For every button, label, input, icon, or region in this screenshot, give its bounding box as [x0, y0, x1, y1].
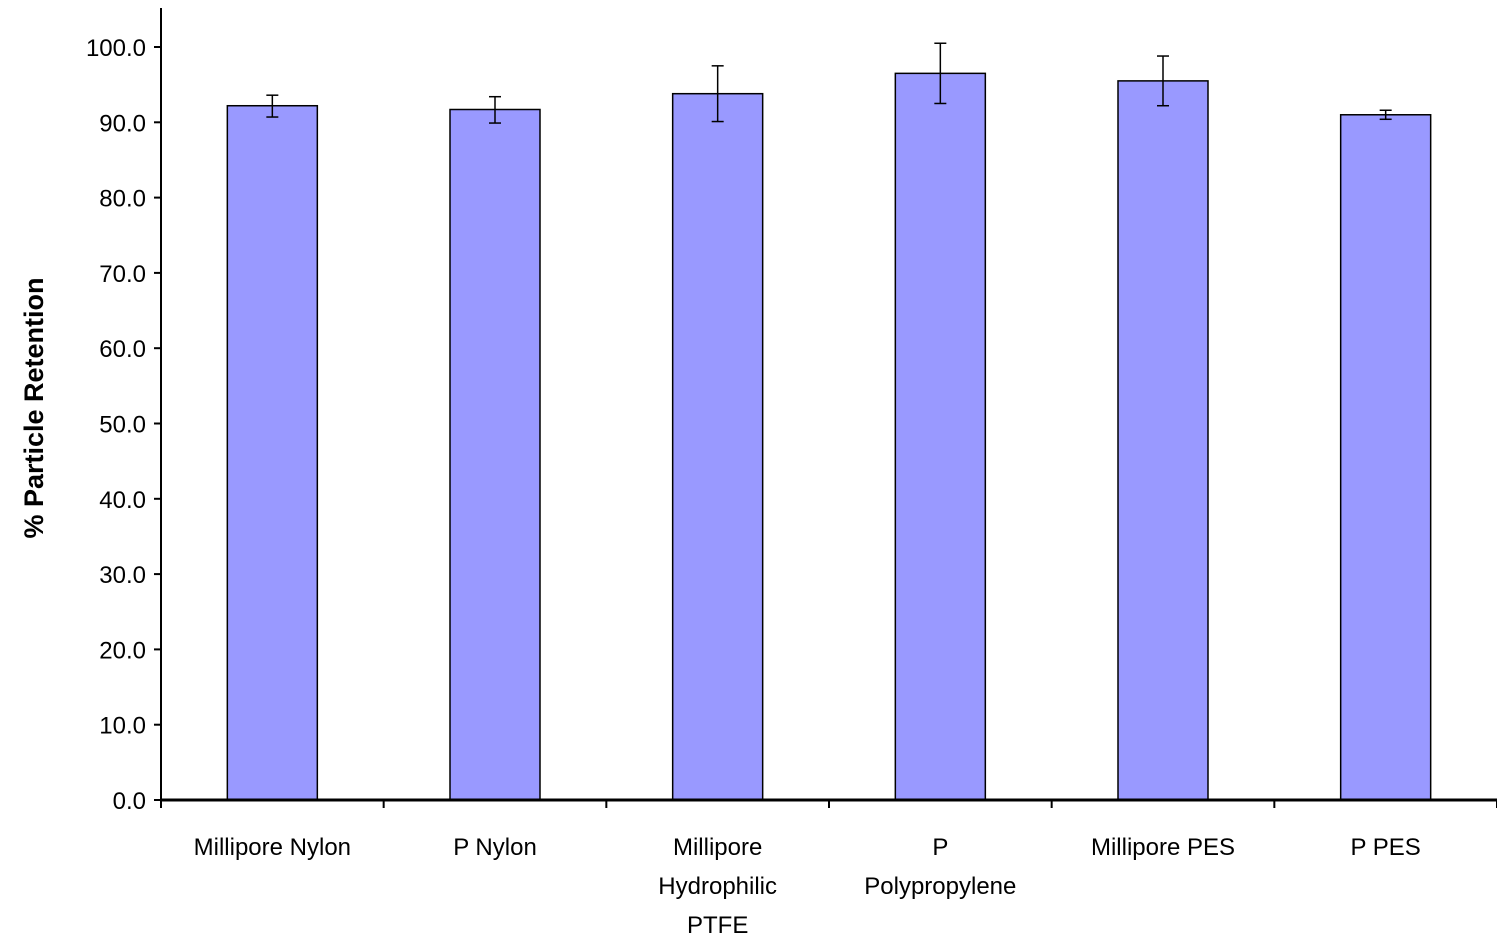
- error-bar: [711, 65, 724, 123]
- y-tick-label: 40.0: [99, 487, 146, 514]
- y-tick-label: 30.0: [99, 562, 146, 589]
- y-tick-label: 20.0: [99, 637, 146, 664]
- bar: [1339, 114, 1432, 801]
- y-tick-label: 60.0: [99, 336, 146, 363]
- axes-layer: [160, 8, 1497, 802]
- y-tick-label: 90.0: [99, 110, 146, 137]
- x-category-label: Millipore Nylon: [194, 834, 351, 861]
- error-bar: [489, 95, 501, 124]
- x-category-label: P Polypropylene: [864, 834, 1016, 900]
- error-bar: [1157, 55, 1169, 107]
- error-bar: [266, 94, 279, 118]
- x-labels-layer: Millipore Nylon P Nylon Millipore Hydrophil…: [160, 800, 1497, 939]
- error-bar: [1379, 109, 1392, 121]
- y-tick-label: 50.0: [99, 412, 146, 439]
- bar: [671, 92, 764, 801]
- error-bars-layer: [266, 42, 1392, 124]
- x-category-label: Millipore Hydrophilic PTFE: [658, 834, 777, 937]
- bar: [894, 72, 987, 801]
- bar: [1117, 80, 1209, 801]
- bar: [449, 108, 541, 801]
- bar: [226, 104, 319, 801]
- y-tick-label: 80.0: [99, 186, 146, 213]
- y-tick-label: 10.0: [99, 713, 146, 740]
- y-ticks-layer: 0.0 10.0 20.0 30.0 40.0 50.0 60.0 70.0 80.0 90.0 1…: [86, 35, 161, 815]
- y-tick-label: 100.0: [86, 35, 146, 62]
- x-category-label: P Nylon: [453, 834, 537, 861]
- y-axis-title: % Particle Retention: [19, 277, 49, 538]
- error-bar: [934, 42, 947, 105]
- y-tick-label: 70.0: [99, 261, 146, 288]
- bars-layer: [226, 72, 1432, 801]
- x-category-label: P PES: [1351, 834, 1421, 861]
- y-tick-label: 0.0: [113, 788, 146, 815]
- x-category-label: Millipore PES: [1091, 834, 1235, 861]
